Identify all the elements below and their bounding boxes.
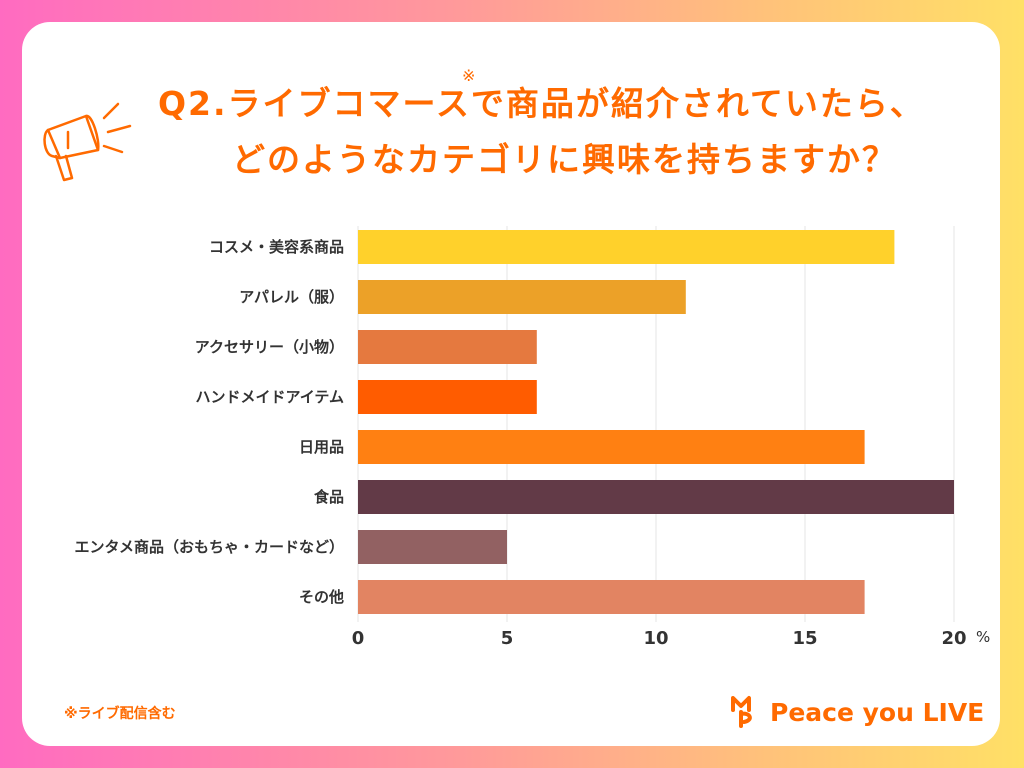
category-label: アクセサリー（小物） (195, 338, 344, 356)
bar (358, 430, 865, 464)
x-axis-unit: % (976, 628, 990, 646)
chart-title-line1: Q2.ライブコマースで商品が紹介されていたら、 (158, 84, 925, 123)
bar (358, 530, 507, 564)
title-asterisk: ※ (462, 66, 476, 85)
x-tick-label: 20 (941, 628, 966, 649)
bar (358, 580, 865, 614)
bar (358, 230, 895, 264)
x-tick-label: 10 (643, 628, 668, 649)
chart-title-line2: どのようなカテゴリに興味を持ちますか？ (232, 140, 897, 179)
bar (358, 280, 686, 314)
megaphone-icon (43, 102, 132, 182)
brand-name: Peace you LIVE (770, 697, 985, 727)
category-label: 食品 (314, 488, 344, 506)
brand-logo-icon (731, 696, 752, 728)
category-label: 日用品 (299, 438, 344, 456)
footnote: ※ライブ配信含む (64, 706, 176, 722)
x-tick-label: 15 (792, 628, 817, 649)
x-tick-label: 5 (501, 628, 514, 649)
category-label: コスメ・美容系商品 (209, 238, 344, 256)
category-label: ハンドメイドアイテム (195, 388, 344, 406)
bar (358, 380, 537, 414)
category-label: アパレル（服） (239, 288, 344, 306)
brand: Peace you LIVE (728, 694, 984, 730)
bar (358, 480, 954, 514)
category-label: エンタメ商品（おもちゃ・カードなど） (74, 538, 344, 556)
bar (358, 330, 537, 364)
category-label: その他 (299, 588, 344, 606)
x-tick-label: 0 (352, 628, 365, 649)
